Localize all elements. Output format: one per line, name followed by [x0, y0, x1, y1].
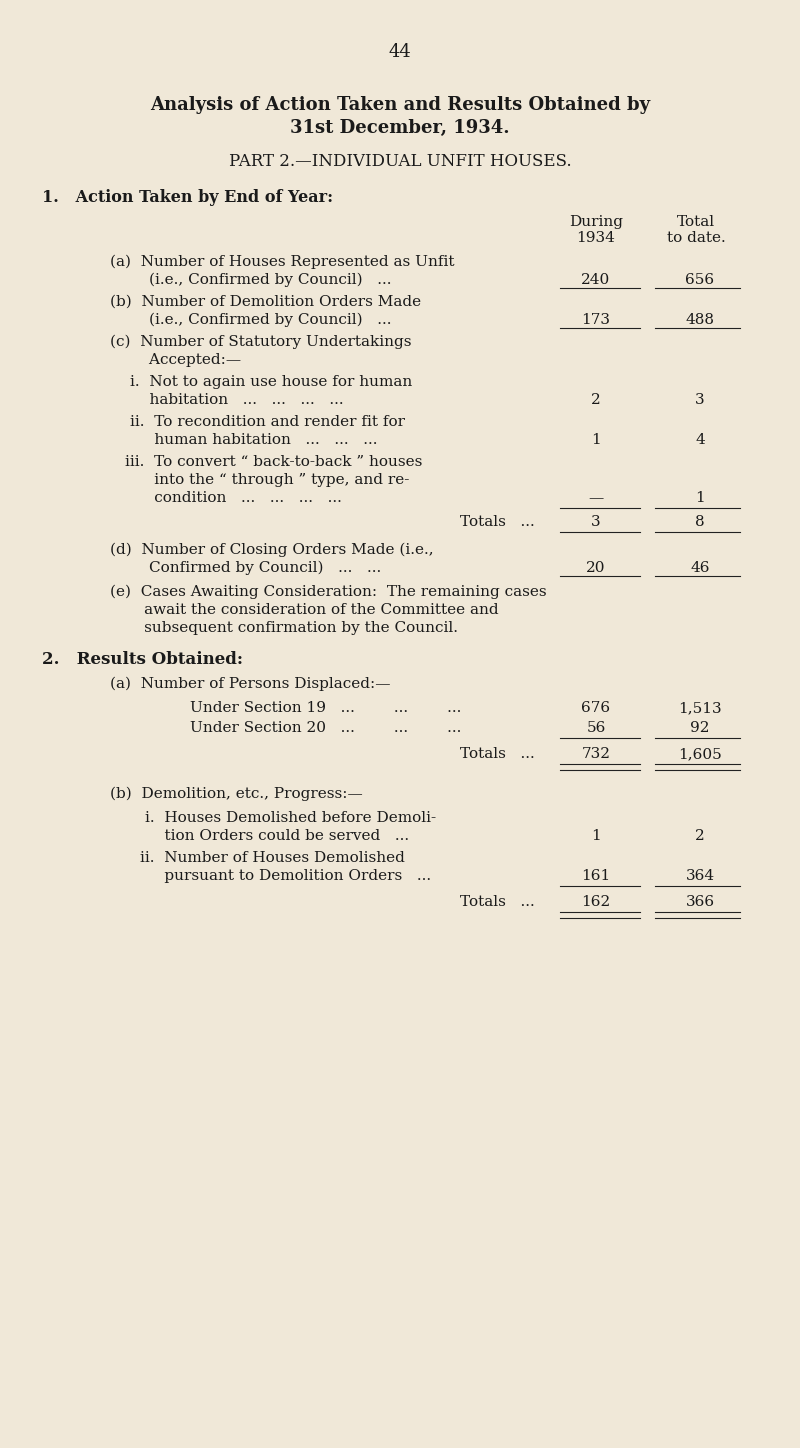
Text: 488: 488 [686, 313, 714, 327]
Text: 240: 240 [582, 274, 610, 287]
Text: 92: 92 [690, 721, 710, 736]
Text: 44: 44 [389, 43, 411, 61]
Text: 364: 364 [686, 869, 714, 883]
Text: 1: 1 [591, 830, 601, 843]
Text: 31st December, 1934.: 31st December, 1934. [290, 119, 510, 138]
Text: to date.: to date. [666, 232, 726, 245]
Text: ii.  To recondition and render fit for: ii. To recondition and render fit for [130, 416, 405, 429]
Text: 46: 46 [690, 560, 710, 575]
Text: (e)  Cases Awaiting Consideration:  The remaining cases: (e) Cases Awaiting Consideration: The re… [110, 585, 546, 599]
Text: 2: 2 [591, 392, 601, 407]
Text: 3: 3 [695, 392, 705, 407]
Text: Totals   ...: Totals ... [460, 515, 534, 529]
Text: 366: 366 [686, 895, 714, 909]
Text: Under Section 19   ...        ...        ...: Under Section 19 ... ... ... [190, 701, 462, 715]
Text: Total: Total [677, 214, 715, 229]
Text: 1934: 1934 [577, 232, 615, 245]
Text: i.  Not to again use house for human: i. Not to again use house for human [130, 375, 412, 390]
Text: 161: 161 [582, 869, 610, 883]
Text: (b)  Number of Demolition Orders Made: (b) Number of Demolition Orders Made [110, 295, 421, 308]
Text: (b)  Demolition, etc., Progress:—: (b) Demolition, etc., Progress:— [110, 786, 362, 801]
Text: await the consideration of the Committee and: await the consideration of the Committee… [110, 602, 498, 617]
Text: Totals   ...: Totals ... [460, 747, 534, 762]
Text: Totals   ...: Totals ... [460, 895, 534, 909]
Text: iii.  To convert “ back-to-back ” houses: iii. To convert “ back-to-back ” houses [125, 455, 422, 469]
Text: (i.e., Confirmed by Council)   ...: (i.e., Confirmed by Council) ... [110, 313, 391, 327]
Text: (a)  Number of Persons Displaced:—: (a) Number of Persons Displaced:— [110, 676, 390, 691]
Text: Confirmed by Council)   ...   ...: Confirmed by Council) ... ... [110, 560, 382, 575]
Text: 2.   Results Obtained:: 2. Results Obtained: [42, 652, 243, 669]
Text: i.  Houses Demolished before Demoli-: i. Houses Demolished before Demoli- [145, 811, 436, 825]
Text: (i.e., Confirmed by Council)   ...: (i.e., Confirmed by Council) ... [110, 272, 391, 287]
Text: pursuant to Demolition Orders   ...: pursuant to Demolition Orders ... [140, 869, 431, 883]
Text: 162: 162 [582, 895, 610, 909]
Text: subsequent confirmation by the Council.: subsequent confirmation by the Council. [110, 621, 458, 636]
Text: 732: 732 [582, 747, 610, 762]
Text: 173: 173 [582, 313, 610, 327]
Text: Under Section 20   ...        ...        ...: Under Section 20 ... ... ... [190, 721, 462, 736]
Text: 4: 4 [695, 433, 705, 447]
Text: During: During [569, 214, 623, 229]
Text: 1,605: 1,605 [678, 747, 722, 762]
Text: Accepted:—: Accepted:— [110, 353, 241, 366]
Text: 656: 656 [686, 274, 714, 287]
Text: —: — [588, 491, 604, 505]
Text: 1,513: 1,513 [678, 701, 722, 715]
Text: human habitation   ...   ...   ...: human habitation ... ... ... [130, 433, 378, 447]
Text: 1: 1 [695, 491, 705, 505]
Text: habitation   ...   ...   ...   ...: habitation ... ... ... ... [130, 392, 344, 407]
Text: 676: 676 [582, 701, 610, 715]
Text: ii.  Number of Houses Demolished: ii. Number of Houses Demolished [140, 851, 405, 864]
Text: 8: 8 [695, 515, 705, 529]
Text: tion Orders could be served   ...: tion Orders could be served ... [145, 830, 409, 843]
Text: 3: 3 [591, 515, 601, 529]
Text: condition   ...   ...   ...   ...: condition ... ... ... ... [125, 491, 342, 505]
Text: 2: 2 [695, 830, 705, 843]
Text: 1: 1 [591, 433, 601, 447]
Text: 1.   Action Taken by End of Year:: 1. Action Taken by End of Year: [42, 190, 333, 207]
Text: 56: 56 [586, 721, 606, 736]
Text: 20: 20 [586, 560, 606, 575]
Text: into the “ through ” type, and re-: into the “ through ” type, and re- [125, 473, 410, 487]
Text: (d)  Number of Closing Orders Made (i.e.,: (d) Number of Closing Orders Made (i.e., [110, 543, 434, 557]
Text: Analysis of Action Taken and Results Obtained by: Analysis of Action Taken and Results Obt… [150, 96, 650, 114]
Text: PART 2.—INDIVIDUAL UNFIT HOUSES.: PART 2.—INDIVIDUAL UNFIT HOUSES. [229, 153, 571, 171]
Text: (a)  Number of Houses Represented as Unfit: (a) Number of Houses Represented as Unfi… [110, 255, 454, 269]
Text: (c)  Number of Statutory Undertakings: (c) Number of Statutory Undertakings [110, 334, 411, 349]
